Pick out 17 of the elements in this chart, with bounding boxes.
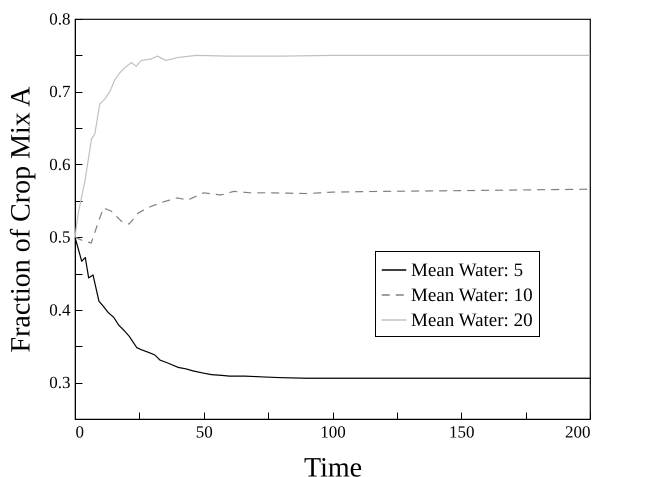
x-tick-label: 200 — [565, 422, 590, 442]
legend-label: Mean Water: 5 — [411, 260, 524, 281]
y-tick-label: 0.7 — [49, 82, 71, 102]
x-tick-label: 50 — [196, 422, 213, 442]
legend-label: Mean Water: 20 — [411, 310, 533, 331]
line-series — [74, 54, 591, 238]
y-tick-label: 0.3 — [49, 373, 70, 392]
x-tick-label: 100 — [320, 422, 346, 442]
legend-label: Mean Water: 10 — [411, 285, 533, 306]
y-tick-label: 0.6 — [49, 154, 70, 174]
y-tick-label: 0.8 — [49, 10, 70, 28]
x-tick-label: 150 — [449, 422, 474, 442]
y-axis-title: Fraction of Crop Mix A — [5, 86, 36, 352]
x-axis-title: Time — [304, 452, 362, 477]
y-tick-label: 0.4 — [49, 300, 71, 320]
y-tick-label: 0.5 — [49, 228, 70, 247]
x-tick-label: 0 — [76, 422, 84, 442]
